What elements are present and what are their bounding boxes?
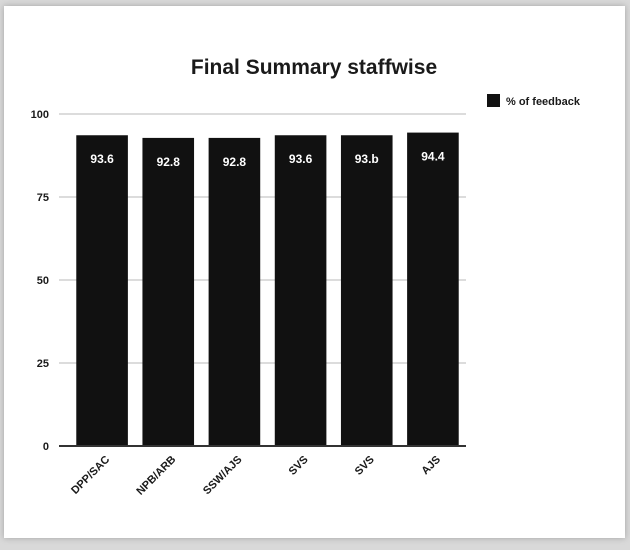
data-labels: 93.6 92.8 92.8 93.6 93.b 94.4 — [90, 150, 445, 169]
bar — [407, 132, 459, 446]
legend-label: % of feedback — [506, 96, 581, 108]
bar — [76, 135, 128, 447]
y-tick-label: 75 — [37, 192, 49, 204]
y-tick-label: 100 — [31, 109, 49, 121]
bar — [274, 135, 327, 447]
bar — [208, 137, 261, 447]
data-label: 93.6 — [90, 152, 114, 166]
y-axis-ticks: 0 25 50 75 100 — [31, 109, 49, 453]
y-tick-label: 25 — [37, 358, 49, 370]
data-label: 94.4 — [421, 150, 445, 164]
data-label: 92.8 — [157, 155, 181, 169]
bar — [340, 135, 393, 447]
x-category-label: NPB/ARB — [134, 454, 178, 498]
x-category-label: SVS — [287, 454, 311, 478]
legend-swatch — [487, 94, 500, 107]
data-label: 92.8 — [223, 155, 247, 169]
bar-series — [76, 132, 459, 447]
x-axis-categories: DPP/SAC NPB/ARB SSW/AJS SVS SVS AJS — [69, 454, 443, 498]
y-tick-label: 50 — [37, 275, 49, 287]
x-category-label: SVS — [353, 454, 377, 478]
y-tick-label: 0 — [43, 441, 49, 453]
bar — [142, 137, 195, 447]
data-label: 93.b — [355, 152, 379, 166]
x-category-label: SSW/AJS — [201, 454, 244, 497]
bar-chart: 0 25 50 75 100 93.6 92.8 92.8 93.6 93.b 94.4 DPP/… — [31, 56, 581, 498]
x-category-label: AJS — [419, 454, 443, 478]
data-label: 93.6 — [289, 152, 313, 166]
x-category-label: DPP/SAC — [69, 454, 112, 497]
legend: % of feedback — [487, 94, 581, 108]
chart-title: Final Summary staffwise — [191, 56, 437, 79]
chart-frame: 0 25 50 75 100 93.6 92.8 92.8 93.6 93.b 94.4 DPP/… — [4, 6, 625, 538]
